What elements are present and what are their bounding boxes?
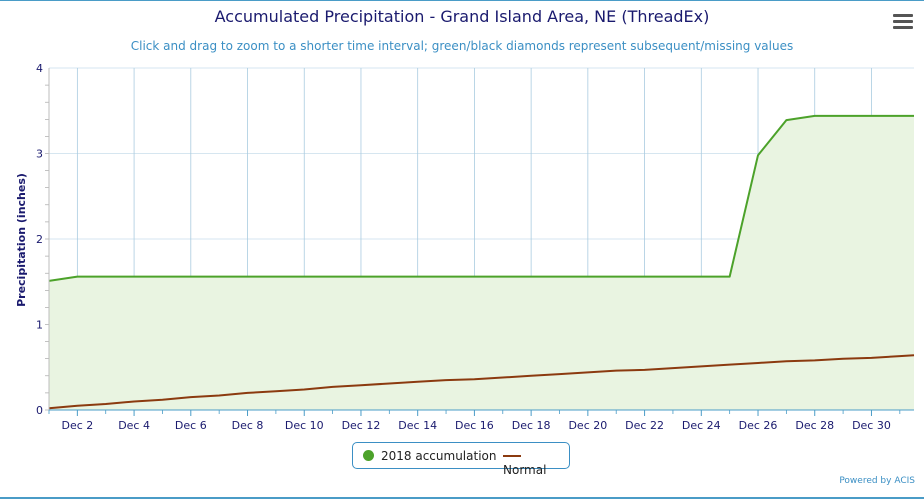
bottom-border <box>0 497 924 499</box>
x-tick-label: Dec 16 <box>455 419 494 432</box>
x-tick-label: Dec 14 <box>398 419 437 432</box>
y-tick-label: 3 <box>36 148 43 161</box>
top-border <box>0 0 924 1</box>
series-lines <box>48 114 915 410</box>
y-axis-label: Precipitation (inches) <box>15 173 28 307</box>
credit-link[interactable]: Powered by ACIS <box>839 476 915 486</box>
legend: 2018 accumulation Normal <box>352 442 570 477</box>
y-tick-label: 1 <box>36 319 43 332</box>
series-area-0 <box>49 115 914 410</box>
chart-subtitle: Click and drag to zoom to a shorter time… <box>130 39 794 53</box>
x-tick-label: Dec 10 <box>285 419 324 432</box>
x-tick-label: Dec 8 <box>232 419 264 432</box>
series-areas <box>49 115 914 410</box>
x-tick-label: Dec 24 <box>682 419 721 432</box>
axes: 0 1 2 3 4 Dec 2 Dec 4 Dec 6 Dec 8 Dec 10 Dec 12 Dec… <box>36 62 914 432</box>
series-line-0 <box>48 114 914 282</box>
x-tick-label: Dec 20 <box>568 419 607 432</box>
hamburger-menu-icon <box>893 14 913 29</box>
legend-label-2018: 2018 accumulation <box>381 449 497 463</box>
legend-item-2018[interactable]: 2018 accumulation <box>363 449 496 463</box>
y-tick-label: 2 <box>36 233 43 246</box>
legend-marker-2018 <box>363 450 374 461</box>
legend-item-normal[interactable]: Normal <box>503 449 569 477</box>
x-tick-label: Dec 30 <box>852 419 891 432</box>
series-line-1 <box>48 354 915 410</box>
x-tick-label: Dec 22 <box>625 419 664 432</box>
x-tick-label: Dec 26 <box>739 419 778 432</box>
chart-title: Accumulated Precipitation - Grand Island… <box>214 7 710 26</box>
y-tick-label: 0 <box>36 404 43 417</box>
x-tick-label: Dec 2 <box>61 419 93 432</box>
legend-marker-normal <box>503 455 521 457</box>
chart-menu-button[interactable] <box>893 14 913 32</box>
legend-label-normal: Normal <box>503 463 547 477</box>
x-tick-label: Dec 4 <box>118 419 150 432</box>
x-tick-label: Dec 18 <box>512 419 551 432</box>
x-tick-label: Dec 6 <box>175 419 207 432</box>
y-tick-label: 4 <box>36 62 43 75</box>
x-tick-label: Dec 28 <box>795 419 834 432</box>
x-tick-label: Dec 12 <box>342 419 381 432</box>
